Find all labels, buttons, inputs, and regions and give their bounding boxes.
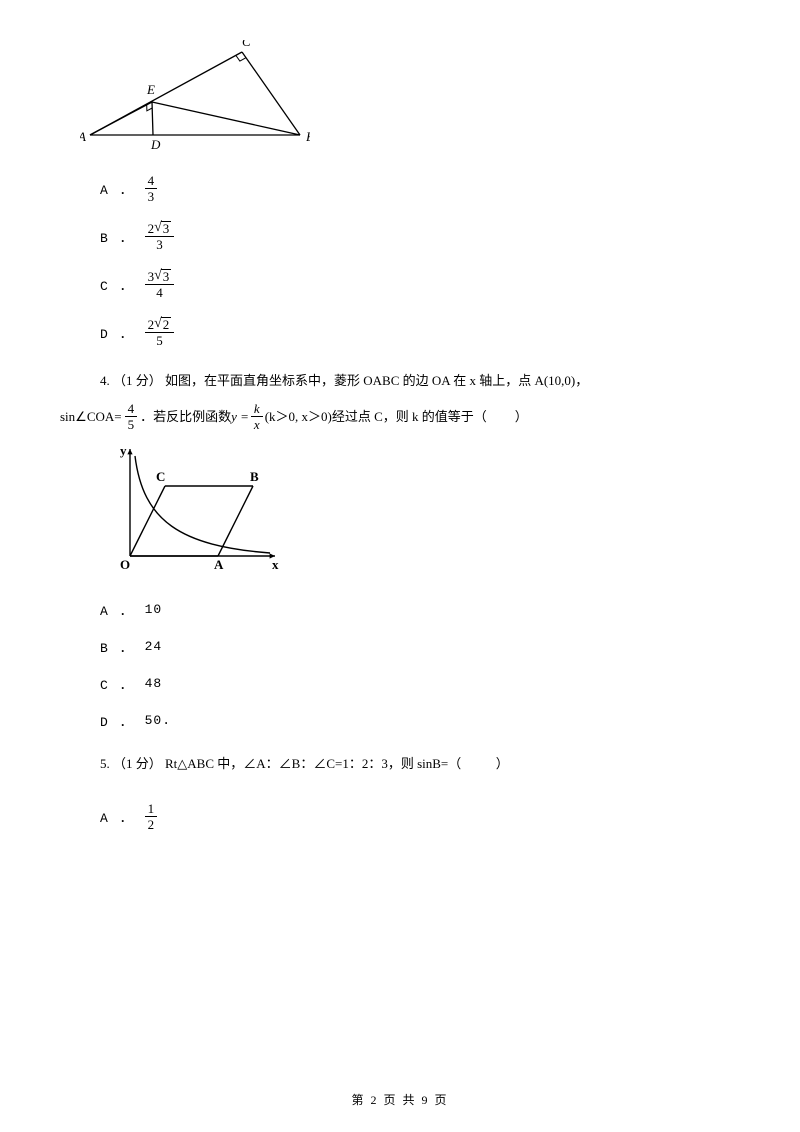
svg-text:B: B [306,129,310,144]
option-value: 50. [145,713,171,728]
q4-mid2: 经过点 C，则 k 的值等于（ [332,405,487,428]
option-label: A ． [100,600,135,619]
svg-text:O: O [120,557,130,572]
triangle-diagram: A B C D E [80,40,310,150]
svg-text:A: A [214,557,224,572]
q5-text: Rt△ABC 中，∠A：∠B：∠C=1：2：3，则 sinB=（ [165,756,461,771]
option-value: 24 [145,639,163,654]
q4-text-a: 如图，在平面直角坐标系中，菱形 OABC 的边 OA 在 x 轴上，点 A(10… [165,373,588,388]
option-label: A ． [100,179,135,198]
svg-text:E: E [146,82,155,97]
option-label: A ． [100,807,135,826]
q4-mid3: ） [515,405,528,428]
svg-text:x: x [272,557,279,572]
option-label: D ． [100,711,135,730]
q4-mid1: ．若反比例函数 [140,405,231,428]
q3-figure: A B C D E [80,40,740,154]
q4-option-a: A ． 10 [100,600,740,619]
fraction: 4 3 [145,174,158,203]
option-label: C ． [100,674,135,693]
q4-option-c: C ． 48 [100,674,740,693]
fraction: 2 √2 5 [145,317,175,347]
q4-function: y = k x (k＞0, x＞0) [231,402,332,431]
option-value: 48 [145,676,163,691]
option-label: D ． [100,323,135,342]
q4-line2: sin∠COA= 4 5 ．若反比例函数 y = k x (k＞0, x＞0) … [60,402,740,431]
q3-option-d: D ． 2 √2 5 [100,317,740,347]
svg-text:B: B [250,469,259,484]
fraction: 3 √3 4 [145,269,175,299]
q3-option-c: C ． 3 √3 4 [100,269,740,299]
q4-prefix: sin∠COA= [60,405,122,428]
q4-line1: 4. （1 分） 如图，在平面直角坐标系中，菱形 OABC 的边 OA 在 x … [100,369,740,392]
svg-text:C: C [156,469,165,484]
sqrt-icon: √3 [154,269,171,283]
svg-text:A: A [80,129,86,144]
svg-text:C: C [242,40,251,49]
option-value: 10 [145,602,163,617]
option-label: B ． [100,227,135,246]
page-footer: 第 2 页 共 9 页 [0,1091,800,1108]
q5-line: 5. （1 分） Rt△ABC 中，∠A：∠B：∠C=1：2：3，则 sinB=… [100,752,740,775]
option-label: C ． [100,275,135,294]
q4-option-b: B ． 24 [100,637,740,656]
q3-option-a: A ． 4 3 [100,174,740,203]
fraction: 1 2 [145,802,158,831]
svg-text:D: D [150,137,161,150]
q4-figure: O A B Cx y [100,441,740,580]
coordinate-diagram: O A B Cx y [100,441,285,576]
q5-points: （1 分） [113,756,162,771]
svg-text:y: y [120,443,127,458]
q5-option-a: A ． 1 2 [100,802,740,831]
q4-points: （1 分） [113,373,162,388]
fraction: 2 √3 3 [145,221,175,251]
q4-option-d: D ． 50. [100,711,740,730]
page: A B C D E A ． 4 3 B ． 2 √3 3 C ． 3 √3 4 D ． [0,0,800,831]
q3-option-b: B ． 2 √3 3 [100,221,740,251]
option-label: B ． [100,637,135,656]
q5-text2: ） [496,756,509,771]
q5-number: 5. [100,756,110,771]
sqrt-icon: √2 [154,317,171,331]
q4-number: 4. [100,373,110,388]
sqrt-icon: √3 [154,221,171,235]
fraction: 4 5 [125,402,138,431]
